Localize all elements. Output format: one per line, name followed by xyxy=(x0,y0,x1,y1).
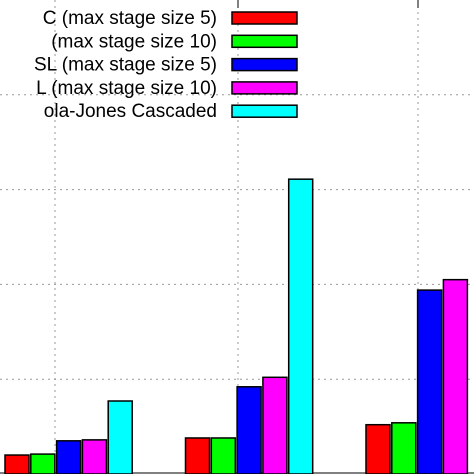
bar xyxy=(391,422,417,474)
legend-label: SL (max stage size 5) xyxy=(34,55,217,76)
legend-swatch xyxy=(231,104,298,118)
legend-swatch xyxy=(231,34,298,49)
bar xyxy=(365,423,391,474)
bar xyxy=(4,454,30,474)
bar xyxy=(442,278,469,474)
legend-swatch xyxy=(231,11,298,25)
legend-label: ola-Jones Cascaded xyxy=(44,101,217,122)
legend-swatch xyxy=(231,81,298,95)
bar xyxy=(184,437,211,474)
bar xyxy=(287,178,314,474)
bar xyxy=(55,440,82,474)
legend-swatch xyxy=(231,57,298,72)
bar xyxy=(210,437,237,474)
bar xyxy=(81,439,108,474)
bar xyxy=(236,386,262,474)
bar xyxy=(262,376,288,474)
legend-label: C (max stage size 5) xyxy=(43,8,217,29)
bar xyxy=(107,400,133,474)
bar xyxy=(30,453,56,474)
legend-label: L (max stage size 10) xyxy=(36,78,217,99)
legend-label: (max stage size 10) xyxy=(51,31,217,52)
bar xyxy=(416,289,443,474)
